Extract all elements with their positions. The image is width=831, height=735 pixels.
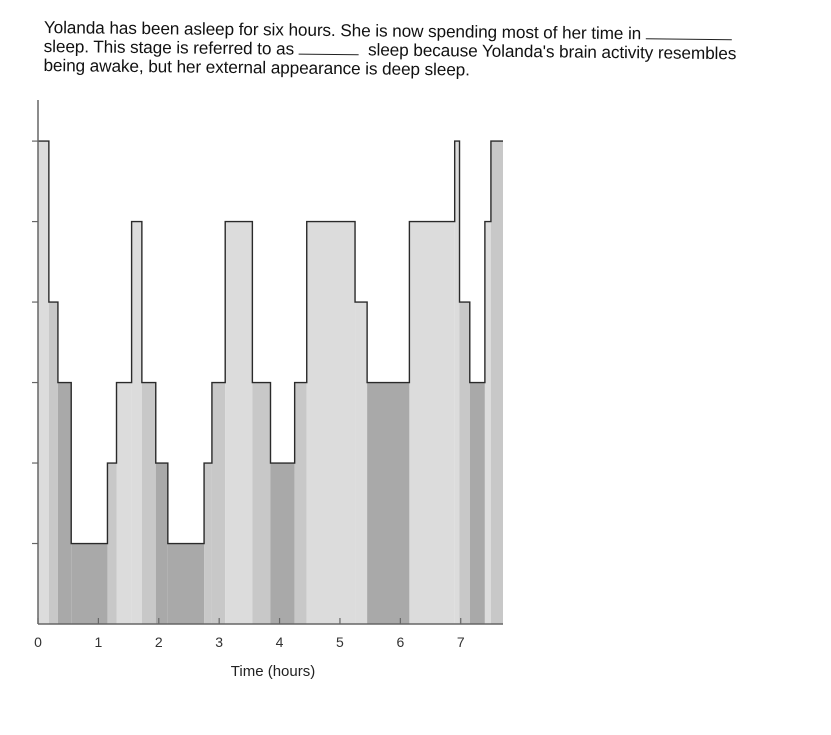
stage-bar-6 (116, 382, 132, 624)
stage-bar-24 (484, 221, 491, 625)
x-tick-label-6: 6 (396, 634, 404, 650)
stage-bar-1 (38, 141, 49, 624)
stage-bar-17 (306, 221, 356, 625)
y-axis-ticks (32, 140, 38, 545)
x-tick-label-4: 4 (276, 634, 284, 650)
stage-bar-3 (57, 382, 72, 624)
stage-bar-22 (459, 302, 470, 624)
stage-bar-5 (107, 463, 117, 624)
stage-bar-7 (131, 221, 142, 625)
x-tick-label-2: 2 (155, 634, 163, 650)
stage-bar-4 (71, 543, 108, 624)
stage-outline (38, 140, 503, 545)
stage-bar-25 (490, 141, 503, 624)
stage-bar-9 (155, 463, 168, 624)
stage-bar-21 (454, 141, 460, 624)
stage-bar-8 (141, 382, 156, 624)
stage-bar-11 (204, 463, 212, 624)
x-tick-label-5: 5 (336, 634, 344, 650)
x-tick-label-7: 7 (457, 634, 465, 650)
stage-bar-19 (367, 382, 410, 624)
stage-step-line (38, 140, 503, 545)
stage-bar-13 (225, 221, 253, 625)
stage-bar-20 (409, 221, 455, 625)
x-axis-title: Time (hours) (231, 663, 315, 680)
x-tick-label-0: 0 (34, 634, 42, 650)
stage-bar-14 (252, 382, 271, 624)
x-tick-label-3: 3 (215, 634, 223, 650)
sleep-stage-bars (38, 141, 503, 625)
stage-bar-16 (294, 382, 307, 624)
stage-bar-10 (167, 543, 205, 624)
x-axis-ticks: 0 1 2 3 4 5 6 7 (34, 618, 465, 650)
stage-bar-23 (469, 382, 485, 624)
stage-bar-2 (48, 302, 58, 624)
stage-bar-12 (211, 382, 226, 624)
stage-bar-18 (355, 302, 368, 624)
x-tick-label-1: 1 (94, 634, 102, 650)
stage-bar-15 (270, 463, 295, 624)
